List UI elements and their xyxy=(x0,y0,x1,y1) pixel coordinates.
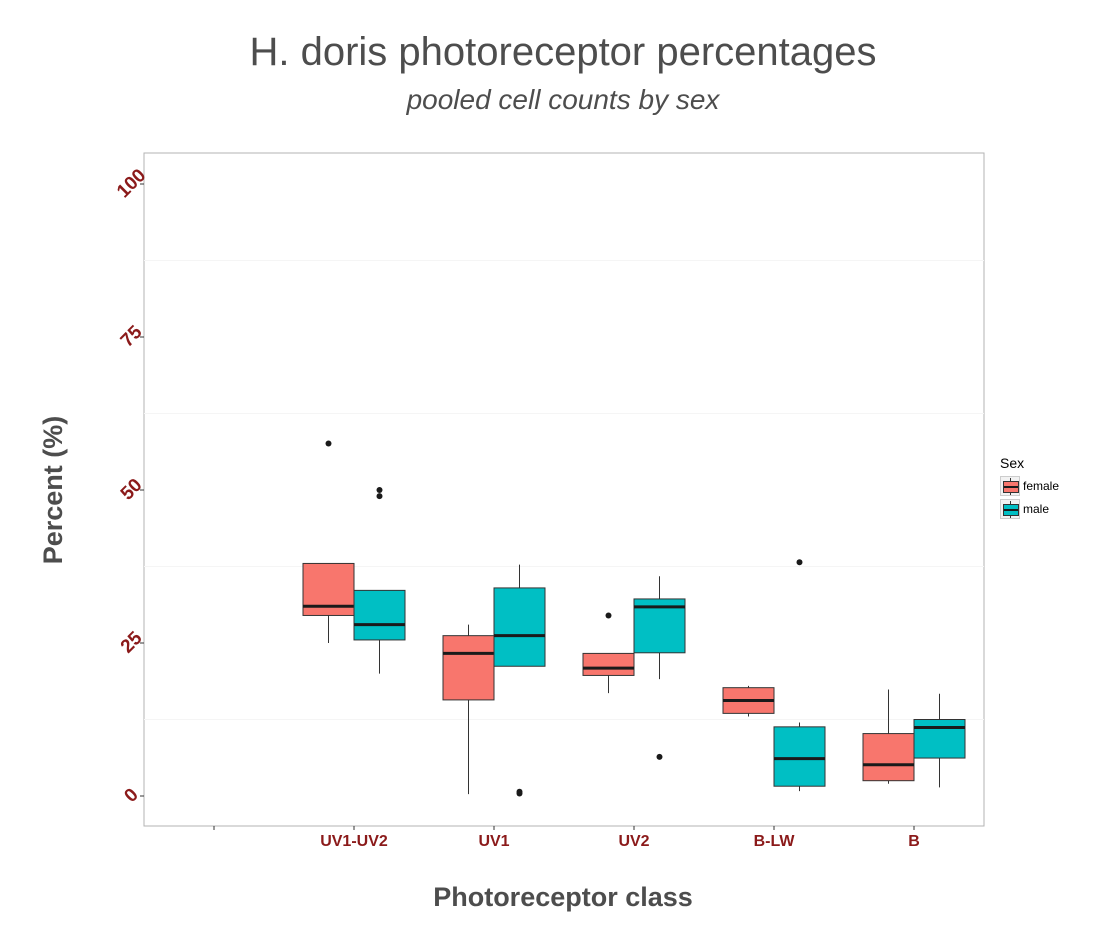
outlier-point xyxy=(605,612,612,619)
box-male-b xyxy=(913,693,966,788)
box-male-uv1-uv2 xyxy=(353,487,406,674)
legend-item-male: male xyxy=(1000,497,1059,520)
box-body xyxy=(582,652,635,676)
legend-label-female: female xyxy=(1023,478,1060,493)
legend-title: Sex xyxy=(1000,455,1025,471)
box-male-b-lw xyxy=(773,559,826,792)
box-female-b-lw xyxy=(722,685,775,717)
outlier-point xyxy=(796,559,803,566)
box-body xyxy=(442,635,495,701)
legend-whisker-top xyxy=(1010,500,1011,504)
box-body xyxy=(862,733,915,782)
legend-label-male: male xyxy=(1023,501,1050,516)
box-male-uv2 xyxy=(633,576,686,760)
y-tick-label: 0 xyxy=(120,784,142,806)
box-male-uv1 xyxy=(493,564,546,797)
plot-panel xyxy=(143,152,985,827)
outlier-point xyxy=(656,753,663,760)
box-female-uv2 xyxy=(582,612,635,694)
legend-swatch-male xyxy=(1003,503,1019,516)
box-female-uv1-uv2 xyxy=(302,440,355,643)
x-tick-label: UV1-UV2 xyxy=(320,833,388,850)
legend-swatch-female xyxy=(1003,480,1019,493)
chart-title: H. doris photoreceptor percentages xyxy=(249,30,877,74)
legend-whisker-bottom xyxy=(1010,514,1011,518)
box-body xyxy=(913,719,966,759)
outlier-point xyxy=(325,440,332,447)
y-axis-title: Percent (%) xyxy=(38,416,68,565)
y-tick-label: 50 xyxy=(117,475,147,505)
x-axis-title: Photoreceptor class xyxy=(433,882,693,912)
box-body xyxy=(353,589,406,641)
legend-key-male xyxy=(1000,498,1020,519)
box-female-uv1 xyxy=(442,624,495,795)
legend-whisker-top xyxy=(1010,477,1011,481)
legend-item-female: female xyxy=(1000,474,1059,497)
legend: Sex female male xyxy=(1000,455,1059,520)
x-tick-label: B xyxy=(908,833,920,850)
x-tick-label: UV1 xyxy=(478,833,509,850)
chart-subtitle: pooled cell counts by sex xyxy=(406,84,720,115)
outlier-point xyxy=(376,493,383,500)
outlier-point xyxy=(516,788,523,795)
x-tick-label: B-LW xyxy=(754,833,796,850)
x-tick-label: UV2 xyxy=(618,833,649,850)
legend-whisker-bottom xyxy=(1010,491,1011,495)
box-body xyxy=(773,726,826,787)
outlier-point xyxy=(376,487,383,493)
y-tick-label: 75 xyxy=(117,321,147,351)
y-tick-label: 25 xyxy=(117,627,147,657)
legend-key-female xyxy=(1000,475,1020,496)
box-body xyxy=(493,587,546,667)
